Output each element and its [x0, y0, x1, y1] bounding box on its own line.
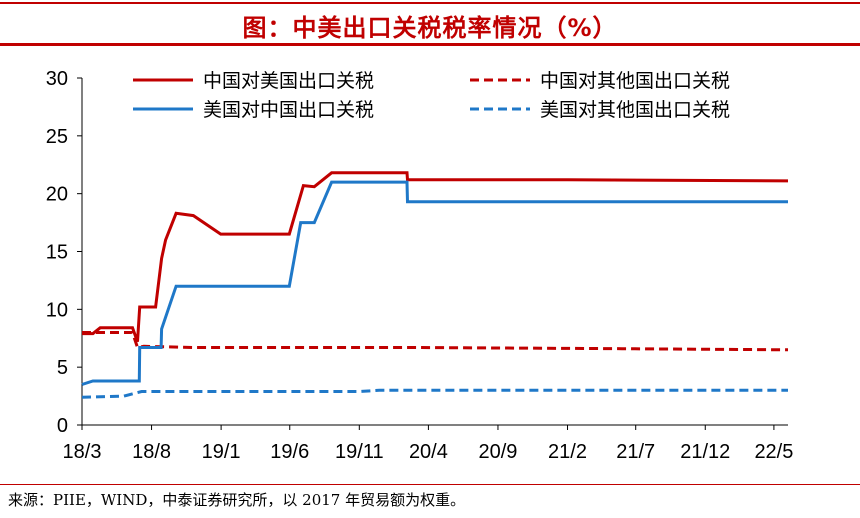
title-bar: 图：中美出口关税税率情况（%）	[0, 0, 860, 48]
y-tick-label: 10	[46, 299, 68, 321]
x-tick-label: 20/4	[409, 441, 448, 463]
y-tick-label: 20	[46, 184, 68, 206]
source-note: 来源：PIIE，WIND，中泰证券研究所，以 2017 年贸易额为权重。	[8, 491, 466, 509]
y-tick-label: 25	[46, 126, 68, 148]
x-tick-label: 19/1	[202, 441, 241, 463]
x-tick-label: 18/8	[132, 441, 171, 463]
x-tick-label: 18/3	[63, 441, 102, 463]
chart-title: 图：中美出口关税税率情况（%）	[242, 14, 618, 42]
legend-label-1: 中国对美国出口关税	[203, 70, 374, 92]
x-tick-label: 19/6	[270, 441, 309, 463]
x-tick-label: 20/9	[478, 441, 517, 463]
series-line-3	[81, 180, 788, 386]
legend-label-3: 美国对中国出口关税	[203, 99, 374, 121]
title-rule-bottom	[0, 43, 860, 46]
x-tick-label: 21/7	[616, 441, 655, 463]
title-rule-top	[0, 2, 860, 4]
series-line-4	[81, 388, 788, 399]
x-tick-label: 19/11	[335, 441, 384, 463]
x-tick-label: 21/2	[548, 441, 587, 463]
y-tick-label: 5	[57, 357, 68, 379]
series-line-1	[82, 171, 789, 343]
x-tick-label: 22/5	[754, 441, 793, 463]
series-line-2	[82, 331, 789, 352]
legend-label-4: 美国对其他国出口关税	[540, 99, 730, 121]
line-chart: 0 5 10 15 20 25 30 18/3 18/8 19/1 19/6 19/11 20/4 20/…	[46, 68, 794, 463]
source-rule	[0, 484, 860, 485]
legend-label-2: 中国对其他国出口关税	[540, 70, 730, 92]
y-tick-label: 15	[46, 242, 68, 264]
x-tick-label: 21/12	[680, 441, 730, 463]
y-tick-label: 30	[46, 68, 68, 90]
y-tick-label: 0	[57, 415, 68, 437]
